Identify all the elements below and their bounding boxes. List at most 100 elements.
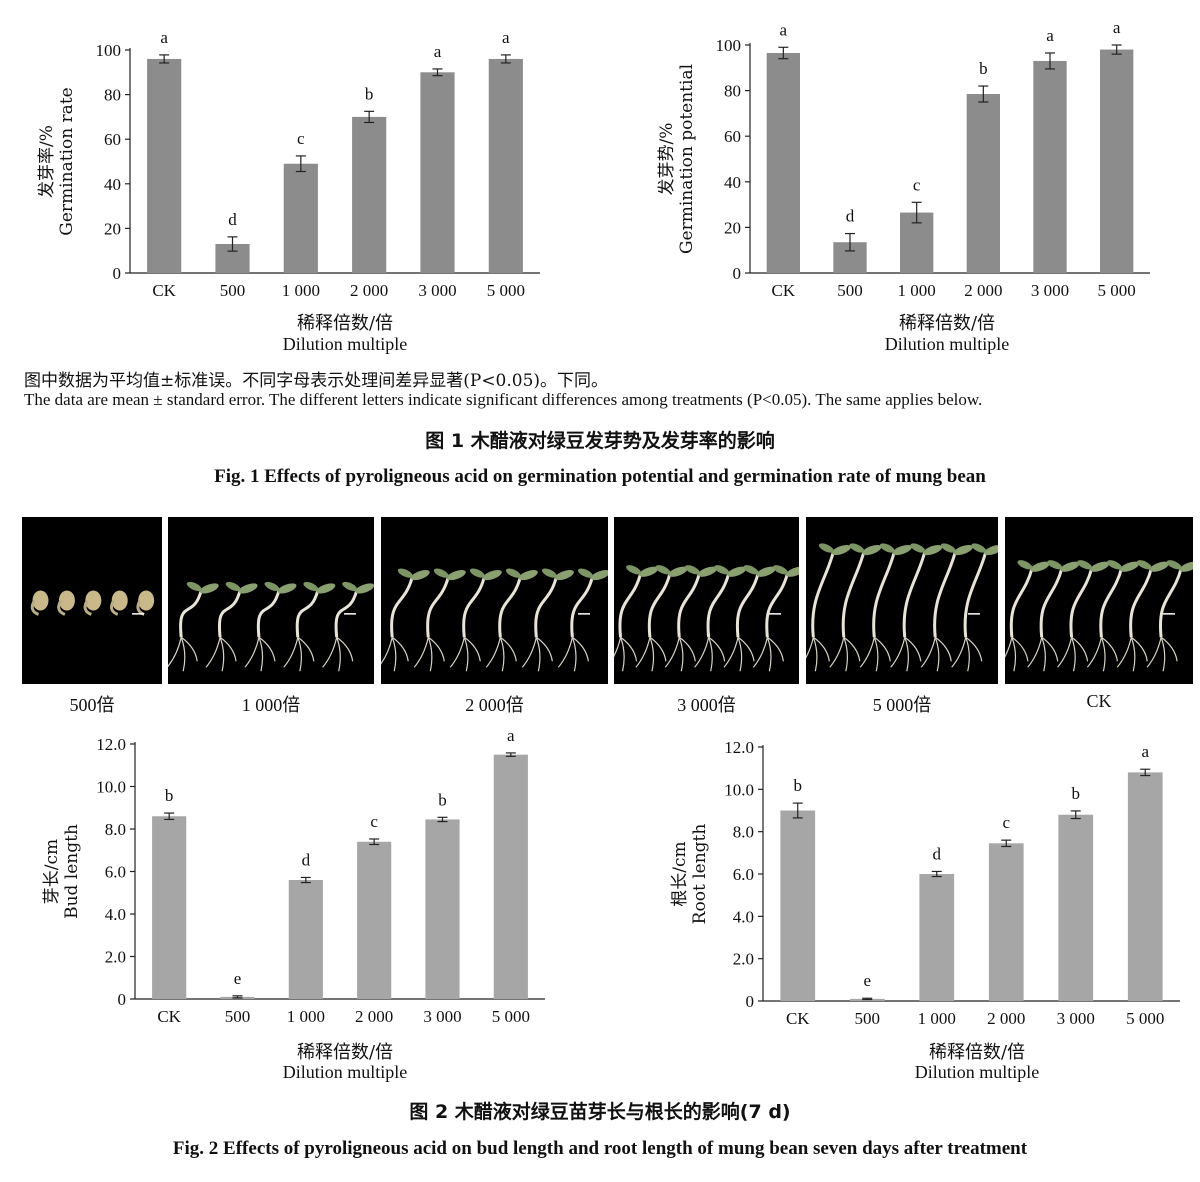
x-tick-label: CK bbox=[152, 281, 176, 300]
seedling-leaf-shape bbox=[482, 570, 502, 581]
seed-shape bbox=[85, 590, 102, 611]
seedling-root-shape bbox=[664, 636, 696, 672]
seedling-leaf-shape bbox=[1179, 561, 1193, 572]
seedling-leaf-shape bbox=[1149, 561, 1169, 572]
x-tick-label: 5 000 bbox=[1126, 1009, 1164, 1028]
figure1-caption-en: Fig. 1 Effects of pyroligneous acid on g… bbox=[214, 466, 986, 487]
chart1-xlabel-en: Dilution multiple bbox=[282, 334, 408, 354]
seedling-leaf-shape bbox=[727, 566, 747, 577]
x-tick-label: 500 bbox=[837, 281, 863, 300]
seedling-leaf-shape bbox=[879, 543, 895, 553]
y-axis-title-cn: 芽长/cm bbox=[42, 839, 62, 904]
bar bbox=[1033, 60, 1067, 274]
seedling-leaf-shape bbox=[655, 565, 671, 575]
x-tick-label: 3 000 bbox=[1031, 281, 1069, 300]
significance-letter: c bbox=[913, 175, 921, 194]
seedling-leaf-shape bbox=[910, 543, 926, 553]
seedling-stem-shape bbox=[902, 551, 927, 638]
significance-letter: b bbox=[165, 786, 174, 805]
x-tick-label: 3 000 bbox=[418, 281, 456, 300]
y-tick-label: 4.0 bbox=[733, 907, 754, 926]
x-tick-label: 3 000 bbox=[1057, 1009, 1095, 1028]
figure1-note-cn: 图中数据为平均值±标准误。不同字母表示处理间差异显著(P<0.05)。下同。 bbox=[24, 371, 609, 391]
x-tick-label: CK bbox=[157, 1007, 181, 1026]
x-tick-label: CK bbox=[786, 1009, 810, 1028]
seed-shape bbox=[32, 590, 49, 611]
seedling-leaf-shape bbox=[505, 568, 521, 578]
seedling-stem-shape bbox=[217, 590, 242, 638]
seedling-stem-shape bbox=[1129, 568, 1153, 638]
seed-shape bbox=[58, 590, 75, 611]
germination-potential-svg: 0 20 40 60 80 100 a CK d 500 c 1 000 b 2 000 a 3 000 a 5 … bbox=[657, 18, 1150, 300]
photo-label-ck: CK bbox=[1086, 691, 1112, 711]
seedling-leaf-shape bbox=[862, 544, 882, 556]
seedling-stem-shape bbox=[256, 590, 281, 638]
significance-letter: b bbox=[438, 790, 447, 809]
seedling-leaf-shape bbox=[186, 581, 202, 592]
bar bbox=[766, 52, 800, 274]
seedling-stem-shape bbox=[179, 590, 203, 638]
significance-letter: b bbox=[979, 59, 988, 78]
seedling-root-shape bbox=[205, 636, 237, 672]
figure2-caption-en: Fig. 2 Effects of pyroligneous acid on b… bbox=[172, 1138, 1028, 1159]
seedling-photo-2000 bbox=[381, 517, 608, 684]
seedling-leaf-shape bbox=[1107, 560, 1122, 570]
significance-letter: d bbox=[846, 207, 855, 226]
seedling-stem-shape bbox=[765, 573, 789, 638]
x-tick-label: 5 000 bbox=[1098, 281, 1136, 300]
y-tick-label: 0 bbox=[746, 992, 755, 1011]
seedling-photo-ck bbox=[1005, 517, 1193, 684]
seedling-root-shape bbox=[635, 636, 667, 672]
seedling-stem-shape bbox=[570, 576, 594, 638]
seedling-root-shape bbox=[890, 636, 922, 672]
seedling-stem-shape bbox=[462, 576, 486, 638]
seedling-leaf-shape bbox=[577, 568, 593, 578]
seedling-photo-5000 bbox=[806, 517, 998, 684]
seedling-leaf-shape bbox=[953, 544, 973, 556]
seedling-leaf-shape bbox=[590, 570, 608, 581]
seedling-stem-shape bbox=[1158, 568, 1183, 638]
seedling-stem-shape bbox=[963, 551, 988, 638]
germination-rate-chart: 0 20 40 60 80 100 a CK d 500 c 1 000 b 2 000 a 3 000 a 5 … bbox=[0, 0, 600, 300]
seedling-stem-shape bbox=[334, 590, 359, 638]
photo-label-2000: 2 000倍 bbox=[465, 695, 524, 715]
x-tick-label: 1 000 bbox=[918, 1009, 956, 1028]
seedling-leaf-shape bbox=[518, 570, 538, 581]
y-tick-label: 20 bbox=[724, 218, 741, 237]
seedling-leaf-shape bbox=[697, 566, 717, 577]
seedling-stem-shape bbox=[1099, 568, 1123, 638]
seedling-leaf-shape bbox=[1077, 560, 1092, 570]
chart2-xlabel-cn: 稀释倍数/倍 bbox=[898, 313, 996, 334]
seedling-leaf-shape bbox=[684, 565, 700, 575]
significance-letter: a bbox=[160, 28, 168, 47]
bar bbox=[1100, 49, 1134, 274]
seedling-leaf-shape bbox=[554, 570, 574, 581]
y-tick-label: 6.0 bbox=[733, 865, 754, 884]
seedling-leaf-shape bbox=[1030, 561, 1050, 572]
seedling-root-shape bbox=[381, 636, 409, 672]
photo-label-5000: 5 000倍 bbox=[872, 695, 932, 715]
significance-letter: a bbox=[502, 28, 510, 47]
seed-shape bbox=[111, 590, 128, 611]
y-axis-title-en: Germination rate bbox=[57, 87, 77, 235]
y-tick-label: 12.0 bbox=[96, 735, 126, 754]
seedling-leaf-shape bbox=[971, 543, 987, 553]
bar bbox=[1127, 772, 1163, 1001]
seedling-root-shape bbox=[557, 636, 589, 672]
y-axis-title-en: Root length bbox=[690, 824, 710, 925]
seed-root-shape bbox=[83, 599, 92, 616]
significance-letter: a bbox=[1113, 18, 1121, 37]
seedling-leaf-shape bbox=[469, 568, 485, 578]
x-tick-label: 500 bbox=[220, 281, 246, 300]
significance-letter: d bbox=[933, 844, 942, 863]
y-axis-title-cn: 发芽势/% bbox=[657, 123, 677, 196]
germination-rate-svg: 0 20 40 60 80 100 a CK d 500 c 1 000 b 2 000 a 3 000 a 5 … bbox=[37, 28, 540, 300]
seed-root-shape bbox=[57, 599, 66, 616]
bar bbox=[420, 72, 455, 273]
x-tick-label: 5 000 bbox=[492, 1007, 530, 1026]
seedling-leaf-shape bbox=[743, 565, 759, 575]
seedling-root-shape bbox=[244, 636, 276, 672]
seedling-stem-shape bbox=[811, 551, 835, 638]
seedling-root-shape bbox=[283, 636, 315, 672]
